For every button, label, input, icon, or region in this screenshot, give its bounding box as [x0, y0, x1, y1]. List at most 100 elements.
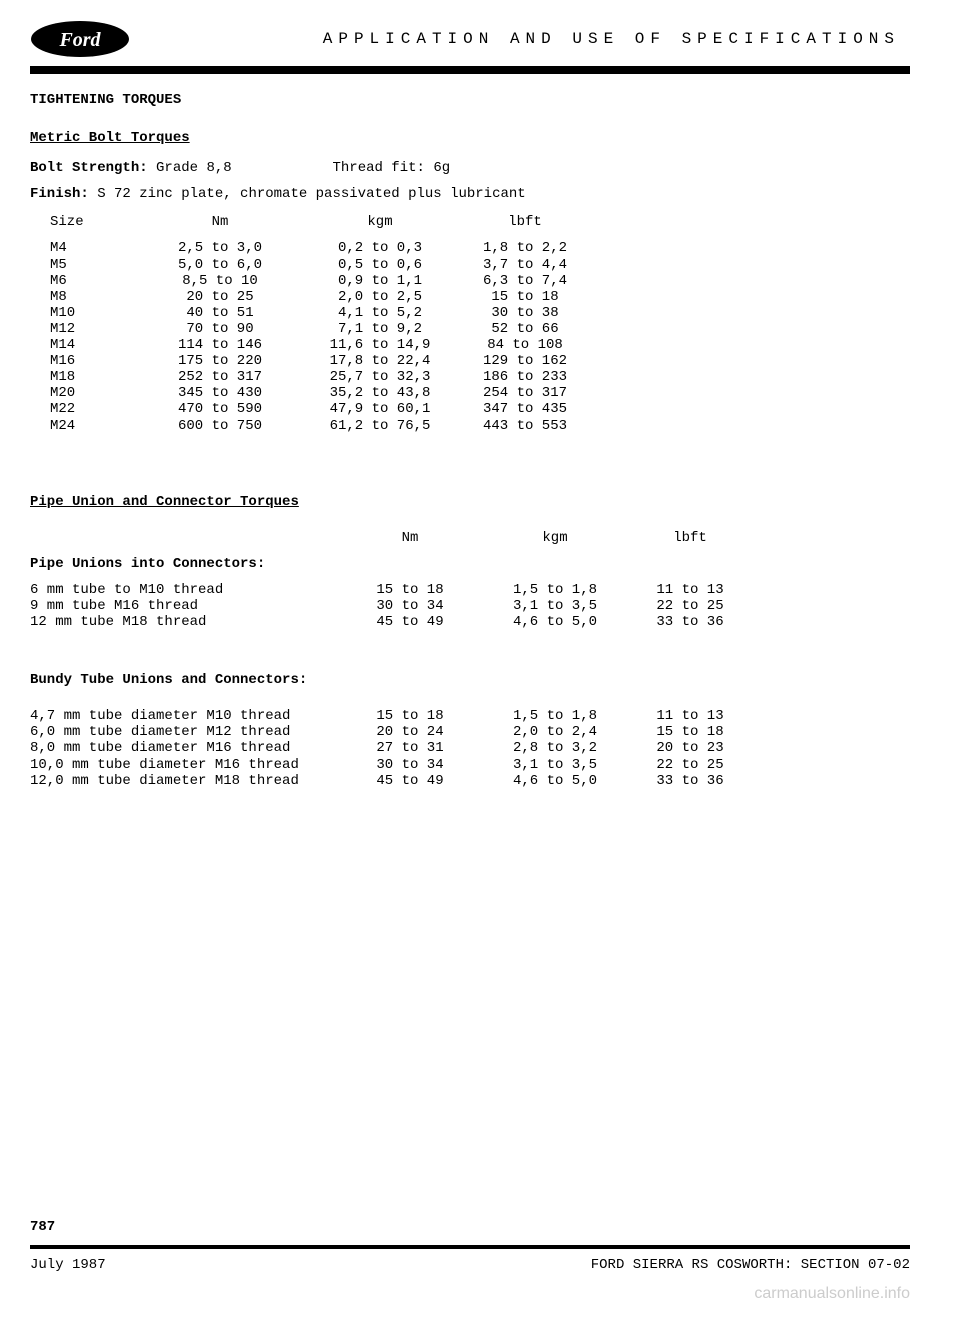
cell-kgm: 2,0 to 2,5 — [300, 289, 460, 305]
cell-lbft: 84 to 108 — [460, 337, 590, 353]
cell-desc: 12,0 mm tube diameter M18 thread — [30, 773, 340, 789]
col-size: Size — [50, 214, 140, 240]
cell-nm: 30 to 34 — [340, 598, 480, 614]
cell-lbft: 22 to 25 — [630, 757, 750, 773]
cell-lbft: 30 to 38 — [460, 305, 590, 321]
watermark: carmanualsonline.info — [30, 1285, 910, 1303]
cell-lbft: 3,7 to 4,4 — [460, 257, 590, 273]
table-row: M20345 to 43035,2 to 43,8254 to 317 — [50, 385, 590, 401]
bolt-strength-label: Bolt Strength: — [30, 160, 148, 176]
cell-nm: 345 to 430 — [140, 385, 300, 401]
table-row: M16175 to 22017,8 to 22,4129 to 162 — [50, 353, 590, 369]
cell-size: M4 — [50, 240, 140, 256]
cell-nm: 5,0 to 6,0 — [140, 257, 300, 273]
col-lbft: lbft — [460, 214, 590, 240]
col-nm: Nm — [340, 530, 480, 556]
table-row: 9 mm tube M16 thread30 to 343,1 to 3,522… — [30, 598, 750, 614]
cell-lbft: 15 to 18 — [630, 724, 750, 740]
cell-kgm: 2,0 to 2,4 — [480, 724, 630, 740]
cell-nm: 600 to 750 — [140, 418, 300, 434]
col-kgm: kgm — [480, 530, 630, 556]
col-kgm: kgm — [300, 214, 460, 240]
cell-size: M14 — [50, 337, 140, 353]
cell-desc: 4,7 mm tube diameter M10 thread — [30, 708, 340, 724]
cell-kgm: 4,6 to 5,0 — [480, 773, 630, 789]
bundy-label: Bundy Tube Unions and Connectors: — [30, 672, 910, 688]
thread-fit-label: Thread fit: — [332, 160, 424, 176]
cell-size: M20 — [50, 385, 140, 401]
cell-desc: 10,0 mm tube diameter M16 thread — [30, 757, 340, 773]
cell-desc: 6 mm tube to M10 thread — [30, 582, 340, 598]
cell-nm: 470 to 590 — [140, 401, 300, 417]
cell-nm: 114 to 146 — [140, 337, 300, 353]
table-row: M24600 to 75061,2 to 76,5443 to 553 — [50, 418, 590, 434]
cell-lbft: 52 to 66 — [460, 321, 590, 337]
tightening-torques-title: TIGHTENING TORQUES — [30, 92, 910, 108]
cell-kgm: 25,7 to 32,3 — [300, 369, 460, 385]
table-row: 12 mm tube M18 thread45 to 494,6 to 5,03… — [30, 614, 750, 630]
spacer-row — [30, 572, 750, 582]
finish-line: Finish: S 72 zinc plate, chromate passiv… — [30, 186, 910, 202]
page-header: Ford APPLICATION AND USE OF SPECIFICATIO… — [30, 20, 910, 64]
bolt-strength-value: Grade 8,8 — [156, 160, 232, 176]
header-rule — [30, 66, 910, 74]
cell-size: M18 — [50, 369, 140, 385]
table-row: M18252 to 31725,7 to 32,3186 to 233 — [50, 369, 590, 385]
cell-desc: 9 mm tube M16 thread — [30, 598, 340, 614]
cell-nm: 20 to 25 — [140, 289, 300, 305]
cell-lbft: 33 to 36 — [630, 614, 750, 630]
table-row: M68,5 to 100,9 to 1,16,3 to 7,4 — [50, 273, 590, 289]
pipe-union-table: Nm kgm lbft Pipe Unions into Connectors:… — [30, 530, 750, 630]
cell-size: M22 — [50, 401, 140, 417]
page-number: 787 — [30, 1219, 910, 1235]
cell-kgm: 4,6 to 5,0 — [480, 614, 630, 630]
cell-kgm: 17,8 to 22,4 — [300, 353, 460, 369]
table-row: 6 mm tube to M10 thread15 to 181,5 to 1,… — [30, 582, 750, 598]
cell-lbft: 129 to 162 — [460, 353, 590, 369]
col-nm: Nm — [140, 214, 300, 240]
cell-desc: 12 mm tube M18 thread — [30, 614, 340, 630]
cell-nm: 20 to 24 — [340, 724, 480, 740]
cell-kgm: 1,5 to 1,8 — [480, 708, 630, 724]
cell-lbft: 443 to 553 — [460, 418, 590, 434]
pipe-sub-label-row: Pipe Unions into Connectors: — [30, 556, 750, 572]
cell-lbft: 11 to 13 — [630, 582, 750, 598]
cell-nm: 70 to 90 — [140, 321, 300, 337]
cell-nm: 27 to 31 — [340, 740, 480, 756]
cell-lbft: 15 to 18 — [460, 289, 590, 305]
cell-size: M10 — [50, 305, 140, 321]
footer-date: July 1987 — [30, 1257, 106, 1273]
table-row: 4,7 mm tube diameter M10 thread15 to 181… — [30, 708, 750, 724]
cell-size: M8 — [50, 289, 140, 305]
cell-nm: 45 to 49 — [340, 773, 480, 789]
cell-lbft: 347 to 435 — [460, 401, 590, 417]
bolt-strength-line: Bolt Strength: Grade 8,8 Thread fit: 6g — [30, 160, 910, 176]
finish-value: S 72 zinc plate, chromate passivated plu… — [97, 186, 525, 202]
cell-kgm: 61,2 to 76,5 — [300, 418, 460, 434]
cell-lbft: 11 to 13 — [630, 708, 750, 724]
cell-lbft: 1,8 to 2,2 — [460, 240, 590, 256]
pipe-unions-label: Pipe Unions into Connectors: — [30, 556, 750, 572]
cell-lbft: 186 to 233 — [460, 369, 590, 385]
cell-nm: 40 to 51 — [140, 305, 300, 321]
cell-size: M16 — [50, 353, 140, 369]
cell-size: M24 — [50, 418, 140, 434]
cell-kgm: 3,1 to 3,5 — [480, 757, 630, 773]
table-header-row: Nm kgm lbft — [30, 530, 750, 556]
cell-nm: 15 to 18 — [340, 708, 480, 724]
svg-text:Ford: Ford — [58, 29, 101, 51]
table-row: M1270 to 907,1 to 9,252 to 66 — [50, 321, 590, 337]
pipe-union-title: Pipe Union and Connector Torques — [30, 494, 910, 510]
cell-nm: 2,5 to 3,0 — [140, 240, 300, 256]
table-header-row: Size Nm kgm lbft — [50, 214, 590, 240]
cell-kgm: 47,9 to 60,1 — [300, 401, 460, 417]
cell-lbft: 254 to 317 — [460, 385, 590, 401]
footer-manual: FORD SIERRA RS COSWORTH: SECTION 07-02 — [591, 1257, 910, 1273]
cell-size: M12 — [50, 321, 140, 337]
cell-size: M5 — [50, 257, 140, 273]
cell-desc: 6,0 mm tube diameter M12 thread — [30, 724, 340, 740]
cell-kgm: 35,2 to 43,8 — [300, 385, 460, 401]
table-row: M22470 to 59047,9 to 60,1347 to 435 — [50, 401, 590, 417]
table-row: 8,0 mm tube diameter M16 thread27 to 312… — [30, 740, 750, 756]
cell-lbft: 33 to 36 — [630, 773, 750, 789]
